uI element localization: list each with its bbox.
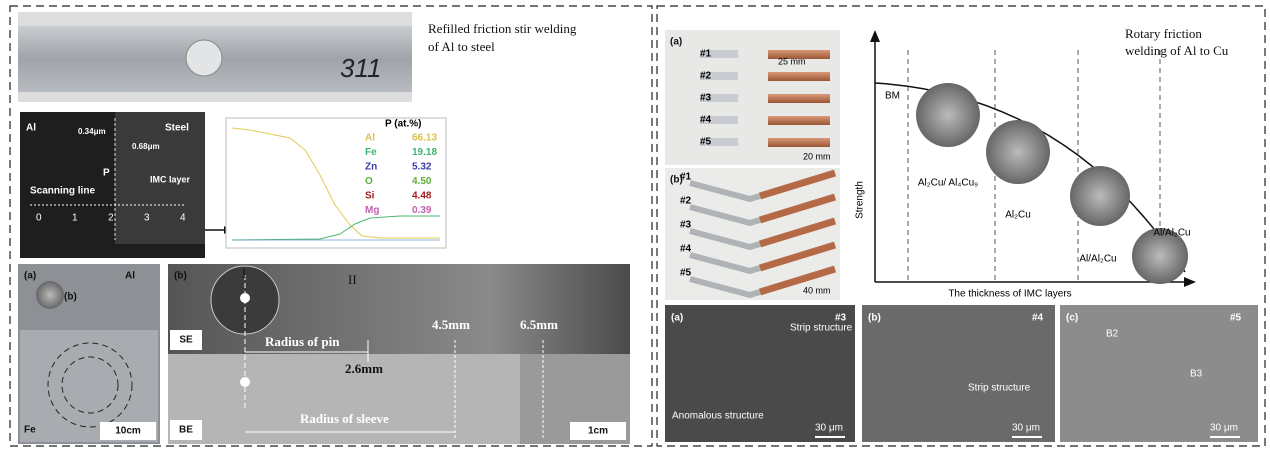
- label: BE: [179, 425, 193, 436]
- label: IMC layer: [150, 174, 191, 184]
- element: Al: [365, 133, 375, 144]
- label: 25 mm: [778, 56, 806, 66]
- fraction: 0.39: [412, 205, 432, 216]
- cu-rod: [768, 116, 830, 125]
- cu-rod: [768, 138, 830, 147]
- label: Al: [26, 123, 36, 134]
- phase-label: Al₂Cu: [1005, 210, 1031, 221]
- weld-spot: [36, 281, 64, 309]
- note: Strip structure: [790, 323, 853, 334]
- label: Radius of pin: [265, 334, 340, 349]
- scale-tick: 2: [108, 213, 114, 224]
- panel-label: (a): [670, 37, 682, 48]
- label: BM: [885, 91, 900, 102]
- micro-disc: [916, 83, 980, 147]
- element: Fe: [365, 147, 377, 158]
- panel-label: (b): [174, 271, 187, 282]
- rod-id: #5: [680, 268, 692, 279]
- title: welding of Al to Cu: [1125, 43, 1229, 58]
- scale: 30 μm: [1012, 423, 1040, 434]
- rod-id: #3: [700, 93, 712, 104]
- arrow-head: [1184, 277, 1196, 287]
- label: 2.6mm: [345, 361, 383, 376]
- scale: 30 μm: [815, 423, 843, 434]
- table-header: P (at.%): [385, 119, 422, 130]
- scale: 40 mm: [803, 285, 831, 295]
- page: {"left":{"title_lines":["Refilled fricti…: [0, 0, 1270, 450]
- phase-label: Al/Al₂Cu: [1079, 254, 1116, 265]
- scale: 10cm: [115, 426, 141, 437]
- scale-tick: 4: [180, 213, 186, 224]
- title: Refilled friction stir welding: [428, 21, 577, 36]
- label: 4.5mm: [432, 317, 470, 332]
- plate-mark: 311: [340, 53, 381, 83]
- label: SE: [179, 335, 193, 346]
- weld-spot: [186, 40, 222, 76]
- panel-label: (a): [24, 271, 36, 282]
- label: 0.68μm: [132, 142, 160, 151]
- zone: II: [348, 272, 357, 287]
- axis-label: Strength: [855, 181, 866, 219]
- note: Strip structure: [968, 383, 1031, 394]
- fraction: 19.18: [412, 147, 437, 158]
- label: Radius of sleeve: [300, 411, 389, 426]
- label: 0.34μm: [78, 127, 106, 136]
- label: 6.5mm: [520, 317, 558, 332]
- cu-rod: [768, 94, 830, 103]
- rod-id: #2: [680, 196, 692, 207]
- axis-label: The thickness of IMC layers: [948, 289, 1071, 300]
- title: of Al to steel: [428, 39, 495, 54]
- panel-label: (b): [670, 175, 683, 186]
- micro-disc: [1070, 166, 1130, 226]
- figure: Refilled friction stir welding of Al to …: [0, 0, 1270, 450]
- rod-id: #5: [700, 137, 712, 148]
- label: Scanning line: [30, 186, 95, 197]
- fraction: 5.32: [412, 162, 432, 173]
- label: Al: [125, 271, 135, 282]
- phase-label: Al₂Cu/ Al₄Cu₉: [918, 178, 978, 189]
- arrow-head: [870, 30, 880, 42]
- micrograph: [862, 305, 1055, 442]
- fraction: 4.50: [412, 176, 432, 187]
- rod-id: #4: [680, 244, 692, 255]
- micrograph: [1060, 305, 1258, 442]
- scale: 30 μm: [1210, 423, 1238, 434]
- title: Rotary friction: [1125, 26, 1202, 41]
- scale-tick: 1: [72, 213, 78, 224]
- label: (b): [64, 292, 77, 303]
- label: P: [103, 168, 110, 179]
- note: B2: [1106, 329, 1119, 340]
- rod-id: #2: [700, 71, 712, 82]
- rod-id: #3: [680, 220, 692, 231]
- note: B3: [1190, 369, 1203, 380]
- element: Zn: [365, 162, 377, 173]
- fraction: 4.48: [412, 191, 432, 202]
- label: Fe: [24, 425, 36, 436]
- panel-label: (a): [671, 313, 683, 324]
- element: Si: [365, 191, 375, 202]
- fraction: 66.13: [412, 133, 437, 144]
- element: Mg: [365, 205, 379, 216]
- scale-tick: 3: [144, 213, 150, 224]
- rod-id: #4: [700, 115, 712, 126]
- cu-rod: [768, 72, 830, 81]
- element: O: [365, 176, 373, 187]
- label: Steel: [165, 123, 189, 134]
- note: Anomalous structure: [672, 411, 764, 422]
- panel-label: (b): [868, 313, 881, 324]
- micro-disc: [986, 120, 1050, 184]
- sample: #5: [1230, 313, 1242, 324]
- scale: 20 mm: [803, 151, 831, 161]
- scale-tick: 0: [36, 213, 42, 224]
- panel-label: (c): [1066, 313, 1078, 324]
- rod-id: #1: [700, 49, 712, 60]
- sample: #4: [1032, 313, 1044, 324]
- phase-label: Al/Al₂Cu: [1153, 228, 1190, 239]
- zone: I: [242, 266, 246, 281]
- scale: 1cm: [588, 426, 608, 437]
